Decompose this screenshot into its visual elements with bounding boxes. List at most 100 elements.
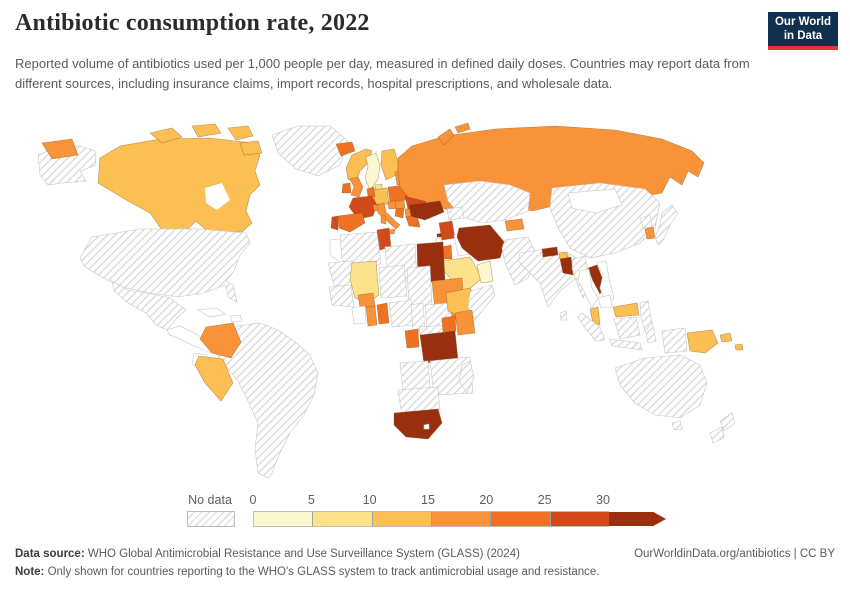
country-italy-sardinia[interactable] [380,214,387,225]
legend-segment-5-10[interactable] [312,511,372,527]
legend-segment-30+[interactable] [608,512,666,526]
footer-note-label: Note: [15,565,45,578]
country-nigeria[interactable] [388,299,415,328]
country-png-islands[interactable] [719,332,733,343]
country-canada[interactable] [97,137,261,233]
country-colombia[interactable] [199,322,242,359]
country-solomon-islands[interactable] [734,343,744,351]
country-south-korea[interactable] [644,226,656,240]
country-indonesia-west-new-guinea[interactable] [661,327,688,354]
footer-attribution[interactable]: OurWorldinData.org/antibiotics | CC BY [634,548,835,560]
hudson-bay-water [205,183,230,210]
country-malaysia[interactable] [589,306,601,326]
country-iran[interactable] [456,224,506,262]
owid-logo[interactable]: Our World in Data [768,12,838,50]
country-iceland[interactable] [335,141,356,157]
legend-tick-label-0: 0 [249,493,257,507]
legend-segment-20-25[interactable] [490,511,550,527]
country-cuba[interactable] [197,307,227,318]
country-ivory-coast[interactable] [351,305,367,325]
country-thailand[interactable] [577,268,599,309]
country-lesotho[interactable] [423,423,430,430]
legend-segment-25-30[interactable] [549,511,609,527]
country-indonesia-java[interactable] [609,338,643,351]
country-uganda[interactable] [441,315,457,333]
country-hispaniola[interactable] [229,314,243,323]
country-italy[interactable] [376,202,401,230]
country-new-zealand-south[interactable] [709,426,725,444]
country-france[interactable] [348,195,378,220]
legend-tick-label-10: 10 [362,493,377,507]
country-oman-uae[interactable] [476,260,494,284]
footer-source-line: Data source: WHO Global Antimicrobial Re… [15,546,835,564]
legend-segment-10-15[interactable] [371,511,431,527]
country-new-zealand-north[interactable] [719,412,736,432]
country-canada-arctic-4[interactable] [239,140,263,156]
country-burkina-faso[interactable] [357,292,376,309]
country-canada-arctic-2[interactable] [191,123,222,138]
country-japan[interactable] [654,204,679,246]
country-ghana[interactable] [365,305,378,327]
country-namibia-botswana[interactable] [397,386,441,416]
country-philippines[interactable] [639,300,653,332]
chart-footer: Data source: WHO Global Antimicrobial Re… [15,546,835,582]
country-caucasus[interactable] [446,206,465,221]
legend-tick-label-15: 15 [421,493,435,507]
country-cambodia[interactable] [597,294,613,309]
legend-tick-label-30: 30 [596,493,610,507]
legend-tick-label-20: 20 [479,493,494,507]
country-ireland[interactable] [341,182,352,194]
country-angola[interactable] [399,360,431,391]
country-nepal[interactable] [541,246,559,258]
legend-no-data-swatch[interactable] [187,511,235,527]
country-south-africa[interactable] [393,408,443,440]
footer-source-text: WHO Global Antimicrobial Resistance and … [84,548,520,560]
country-portugal[interactable] [330,215,339,231]
country-togo-benin[interactable] [376,302,390,325]
country-hungary[interactable] [394,200,406,210]
page-title: Antibiotic consumption rate, 2022 [15,10,370,36]
country-uk[interactable] [349,176,364,198]
country-serbia[interactable] [394,207,405,219]
country-papua-new-guinea[interactable] [686,329,719,354]
legend-segment-0-5[interactable] [253,511,313,527]
chart-subtitle: Reported volume of antibiotics used per … [15,56,750,91]
country-senegal-guinea[interactable] [328,284,355,308]
legend-segment-15-20[interactable] [430,511,491,527]
country-turkey[interactable] [408,200,445,221]
legend-no-data-label: No data [188,493,232,507]
footer-note-text: Only shown for countries reporting to th… [44,565,600,578]
owid-logo-line1: Our World [774,15,831,28]
country-canada-arctic-1[interactable] [149,127,183,144]
country-madagascar[interactable] [458,360,475,394]
country-canada-arctic-3[interactable] [227,125,254,141]
country-south-america[interactable] [215,322,319,479]
country-sweden[interactable] [364,152,381,191]
country-australia[interactable] [614,354,708,419]
country-kyrgyzstan-tajikistan[interactable] [504,218,525,232]
country-peru[interactable] [194,355,234,402]
country-spain[interactable] [337,212,366,233]
country-tasmania[interactable] [671,420,683,431]
country-russia-chukotka[interactable] [41,138,79,160]
country-russia-novaya-zemlya-1[interactable] [437,128,455,146]
country-mongolia[interactable] [567,188,623,214]
country-kenya[interactable] [454,309,476,336]
country-mexico[interactable] [111,280,187,331]
country-indonesia-sumatra[interactable] [577,312,606,342]
country-niger[interactable] [378,264,408,299]
country-gabon-congo[interactable] [404,328,420,349]
country-somalia[interactable] [467,284,496,321]
country-usa[interactable] [79,228,251,303]
country-malaysia-borneo[interactable] [612,302,640,318]
country-tanzania[interactable] [419,330,459,364]
country-russia-novaya-zemlya-2[interactable] [454,122,471,134]
country-greenland[interactable] [271,125,349,177]
map-legend: No data 0 5 10 15 20 25 30 [0,490,850,536]
country-syria[interactable] [438,220,456,241]
country-indonesia-borneo[interactable] [613,316,641,340]
country-bangladesh[interactable] [559,256,574,276]
country-benelux[interactable] [366,186,376,198]
country-sri-lanka[interactable] [559,310,568,321]
